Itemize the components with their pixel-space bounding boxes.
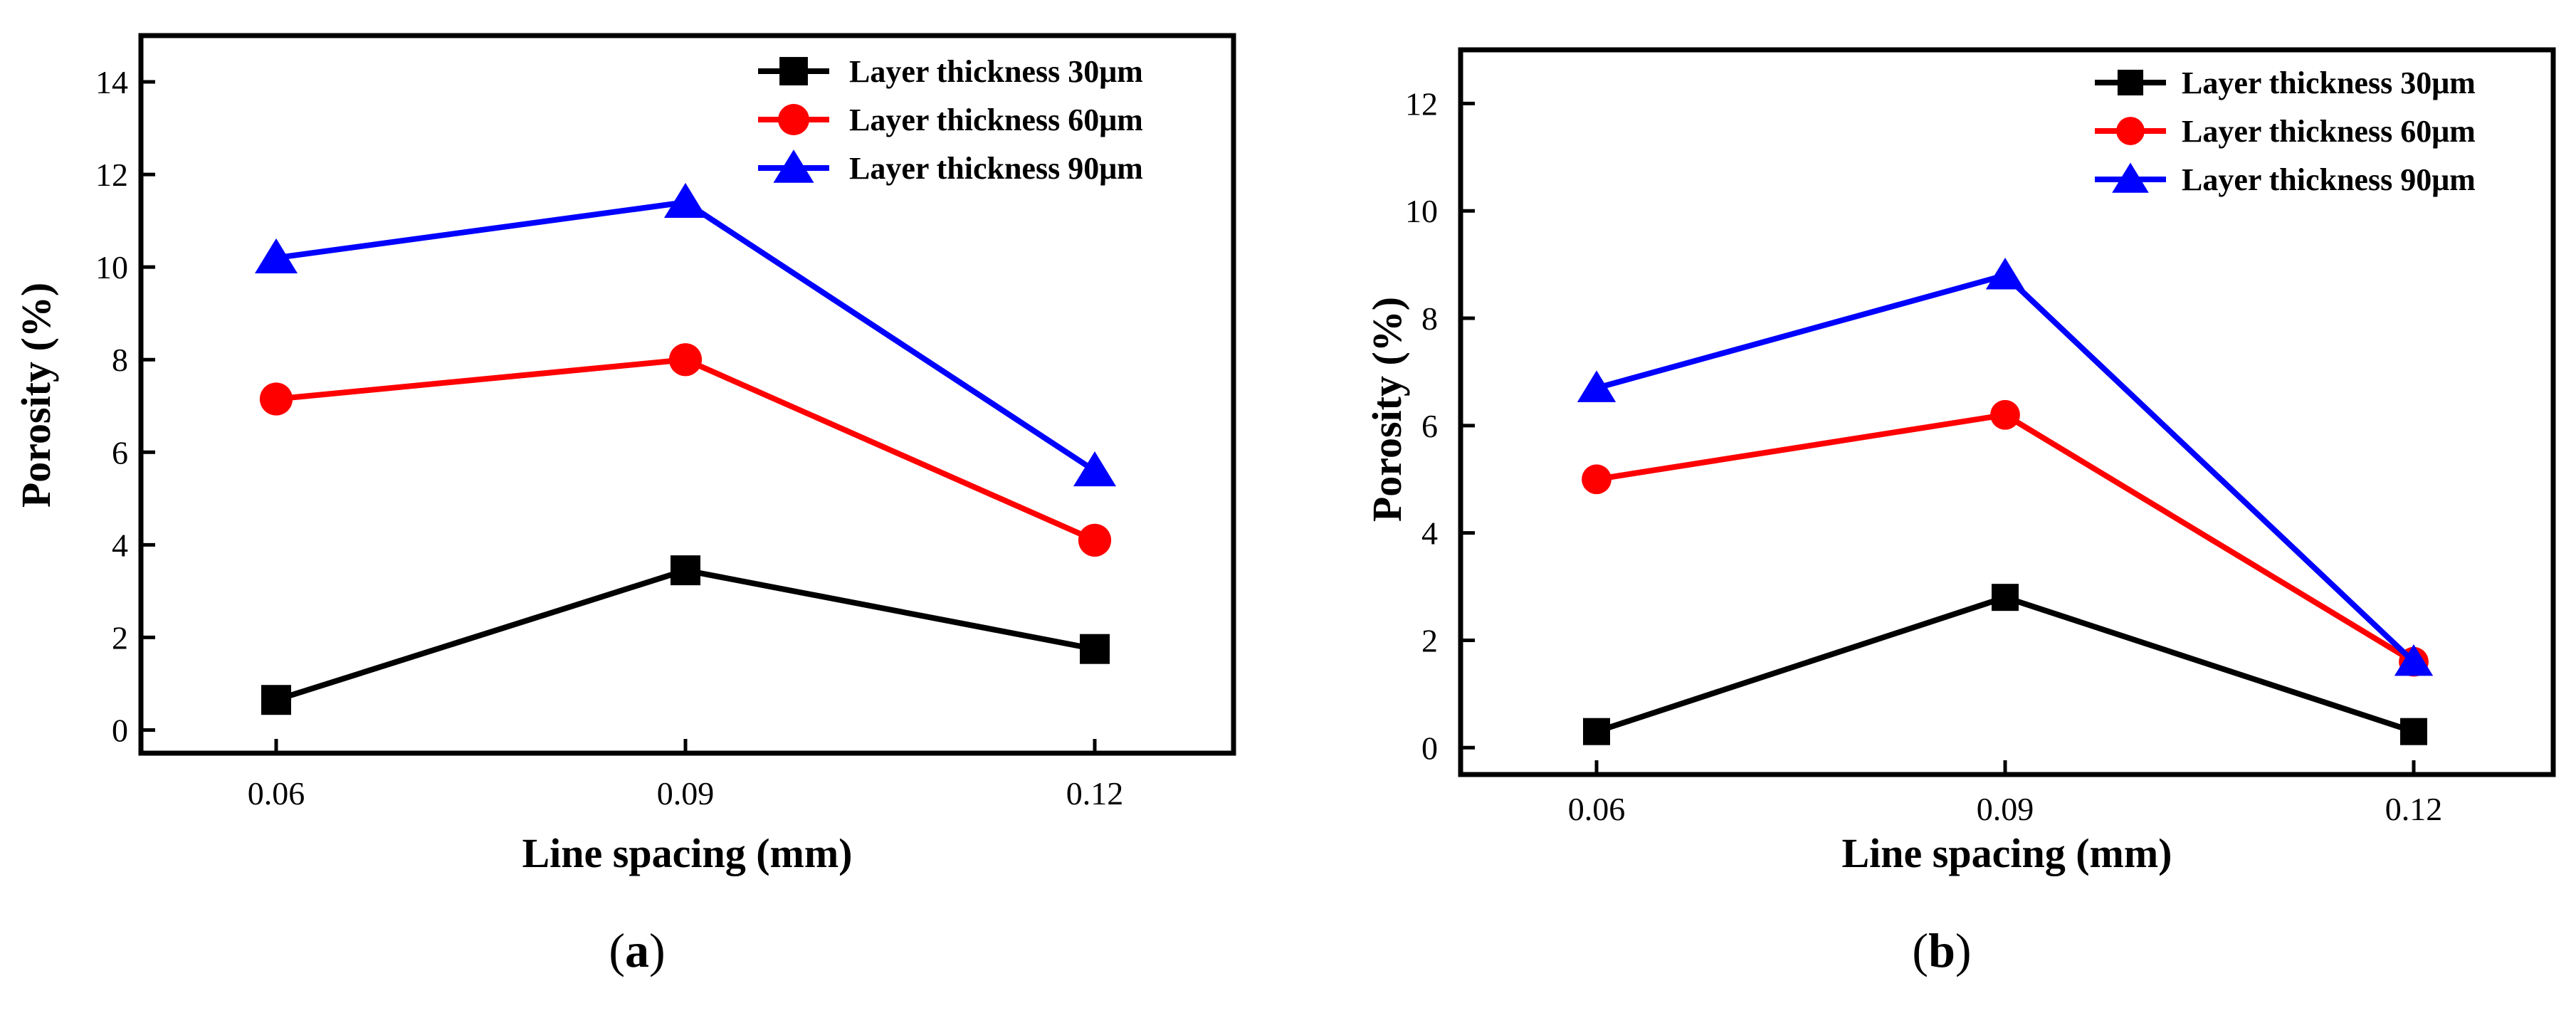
legend-label: Layer thickness 30μm xyxy=(2182,65,2476,100)
data-point xyxy=(2400,718,2427,745)
y-tick-label: 4 xyxy=(1421,515,1438,552)
data-point xyxy=(1080,634,1110,664)
data-point xyxy=(668,343,703,377)
y-tick-label: 4 xyxy=(112,527,128,563)
y-tick-label: 12 xyxy=(95,157,128,193)
y-tick-label: 8 xyxy=(112,342,128,378)
legend-label: Layer thickness 90μm xyxy=(849,151,1143,186)
y-tick-label: 0 xyxy=(1421,730,1438,766)
data-point xyxy=(261,685,291,715)
data-point xyxy=(663,182,708,218)
legend-marker xyxy=(2116,117,2145,145)
legend-label: Layer thickness 60μm xyxy=(849,103,1143,137)
series-line-1 xyxy=(275,567,1095,703)
series-line-1 xyxy=(1595,594,2415,735)
caption-a-letter: a xyxy=(625,923,649,977)
data-point xyxy=(1985,258,2025,290)
series-line-2 xyxy=(1596,411,2416,665)
x-tick-label: 0.12 xyxy=(2385,791,2443,827)
y-tick-label: 2 xyxy=(112,619,128,656)
data-point xyxy=(2394,644,2434,676)
data-point xyxy=(1078,523,1112,557)
x-axis-title: Line spacing (mm) xyxy=(522,830,853,876)
y-tick-label: 10 xyxy=(95,249,128,285)
y-tick-label: 12 xyxy=(1405,85,1438,122)
x-tick-label: 0.06 xyxy=(248,775,305,812)
data-point xyxy=(1583,718,1610,745)
y-axis-title: Porosity (%) xyxy=(1364,297,1410,522)
y-tick-label: 8 xyxy=(1421,300,1438,337)
data-point xyxy=(1073,451,1117,487)
y-tick-label: 6 xyxy=(1421,408,1438,444)
legend-marker xyxy=(2117,69,2144,96)
x-tick-label: 0.12 xyxy=(1066,775,1124,812)
y-tick-label: 6 xyxy=(112,434,128,471)
y-tick-label: 2 xyxy=(1421,622,1438,658)
legend-label: Layer thickness 90μm xyxy=(2182,162,2476,197)
y-tick-label: 14 xyxy=(95,64,128,100)
data-point xyxy=(1582,464,1612,495)
caption-b: (b) xyxy=(1912,923,1971,977)
data-point xyxy=(671,555,700,586)
legend-marker xyxy=(2112,162,2149,193)
series-line-3 xyxy=(275,199,1097,473)
chart-panel-b: 0 2 4 6 8 10 12 0.06 0.09 0.12 Line spacing (mm) Po… xyxy=(1364,47,2556,876)
data-point xyxy=(1990,399,2020,430)
legend-label: Layer thickness 60μm xyxy=(2182,114,2476,149)
caption-b-letter: b xyxy=(1928,923,1955,977)
y-axis-title: Porosity (%) xyxy=(13,283,59,508)
x-tick-label: 0.09 xyxy=(657,775,715,812)
legend-marker xyxy=(773,149,814,183)
y-tick-label: 0 xyxy=(112,712,128,748)
legend-label: Layer thickness 30μm xyxy=(849,54,1143,89)
legend-marker xyxy=(778,104,809,135)
y-tick-label: 10 xyxy=(1405,193,1438,229)
x-tick-label: 0.09 xyxy=(1977,791,2034,827)
series-line-2 xyxy=(275,357,1096,543)
data-point xyxy=(259,382,293,416)
x-axis-title: Line spacing (mm) xyxy=(1842,830,2172,876)
caption-a: (a) xyxy=(609,923,665,977)
data-point xyxy=(1992,584,2019,612)
data-point xyxy=(254,238,298,273)
legend-marker xyxy=(779,57,808,85)
x-tick-label: 0.06 xyxy=(1568,791,1626,827)
data-point xyxy=(1577,370,1616,402)
chart-panel-a: 0 2 4 6 8 10 12 14 0.06 0.09 0.12 Line spacing (mm)… xyxy=(13,33,1236,876)
